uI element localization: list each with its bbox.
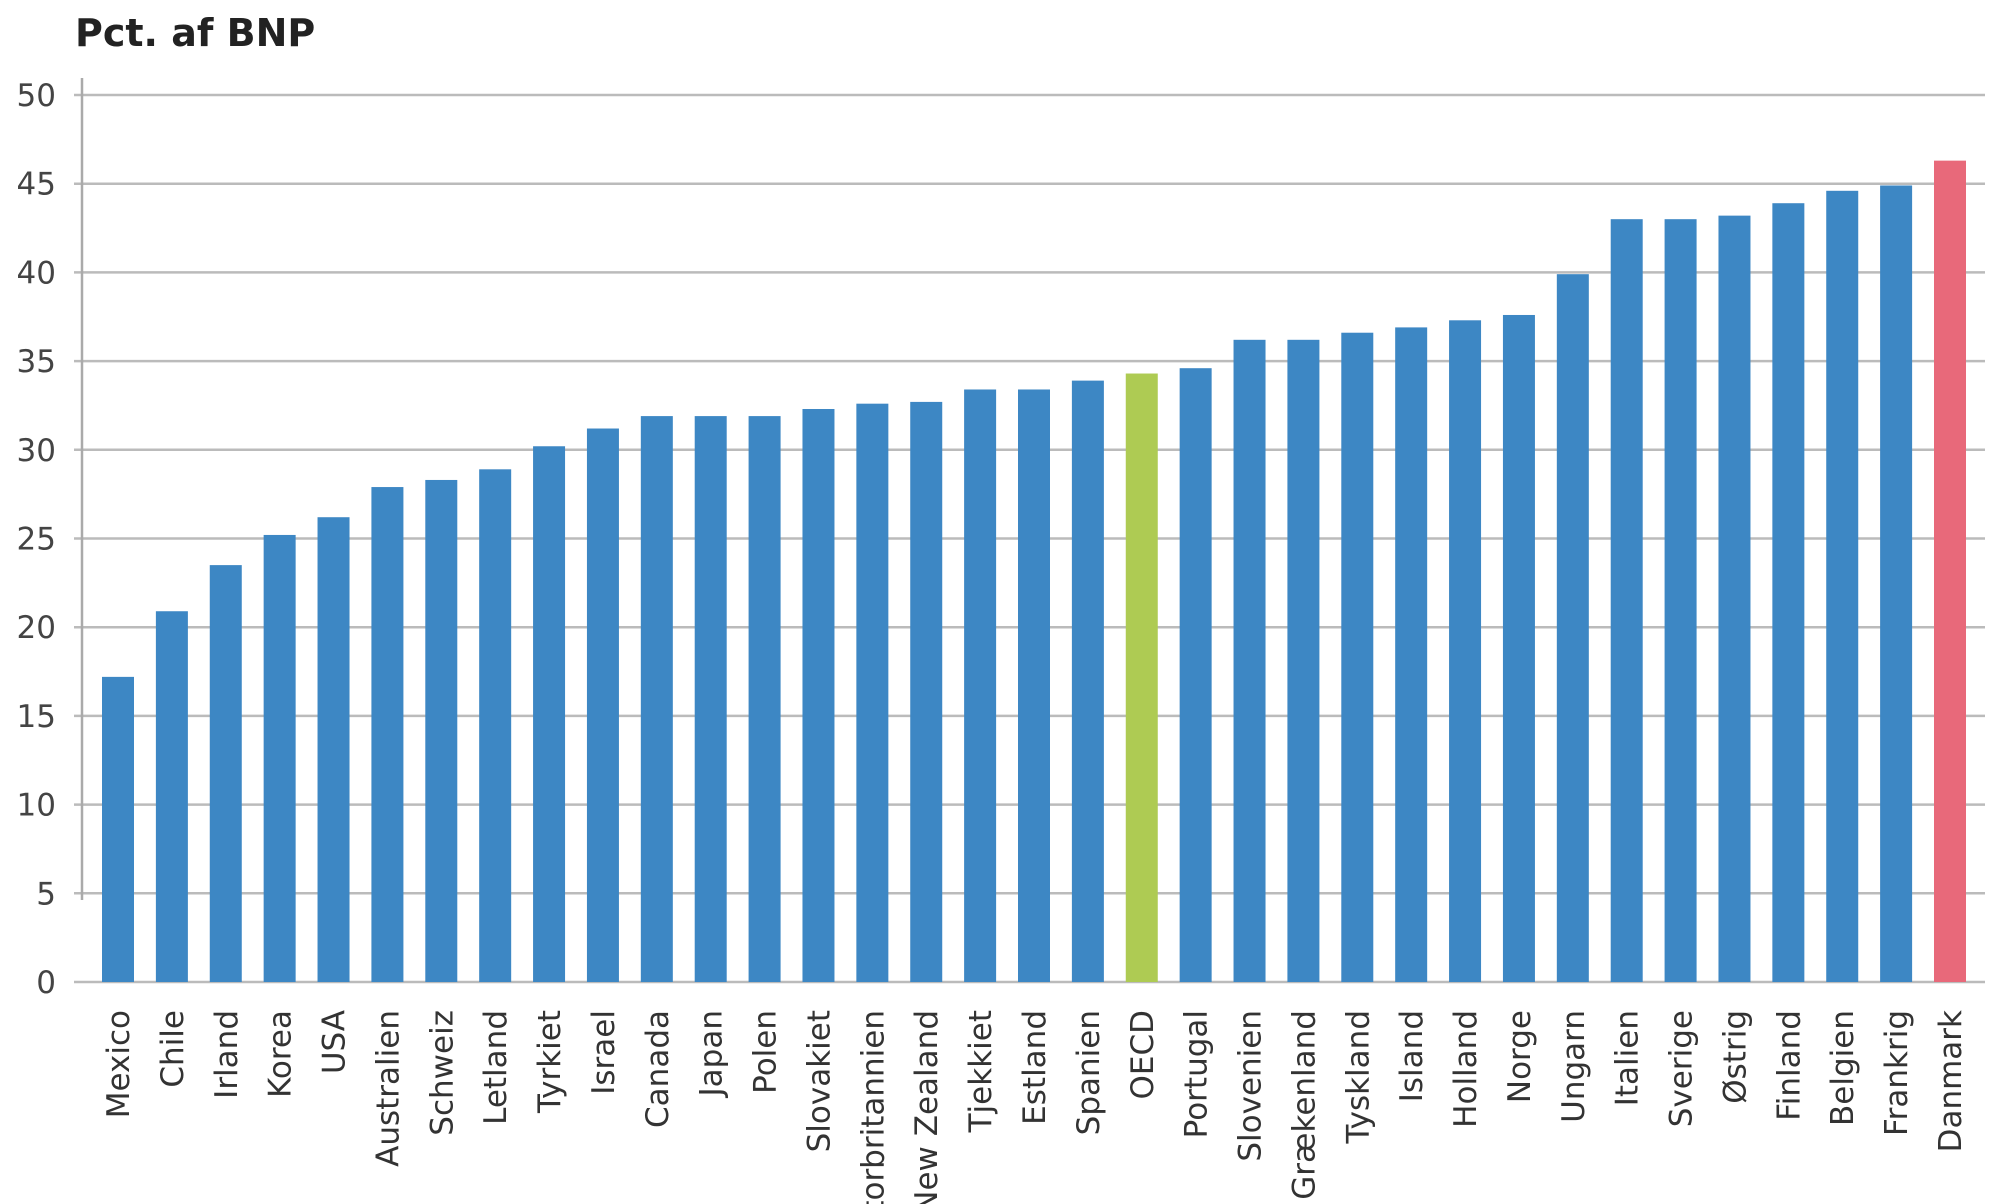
y-tick-label: 5 bbox=[36, 876, 56, 912]
bar-island bbox=[1395, 327, 1428, 982]
y-tick-label: 45 bbox=[17, 167, 56, 203]
bar-holland bbox=[1449, 320, 1482, 983]
bar-belgien bbox=[1826, 190, 1859, 982]
x-tick-label: Storbritannien bbox=[855, 1010, 891, 1204]
x-tick-label: Italien bbox=[1610, 1010, 1646, 1106]
bar-portugal bbox=[1179, 368, 1212, 982]
bar-japan bbox=[694, 416, 727, 982]
x-tick-label: Schweiz bbox=[424, 1010, 460, 1136]
chart-title: Pct. af BNP bbox=[75, 11, 315, 55]
x-tick-label: OECD bbox=[1125, 1010, 1161, 1100]
bar-tjekkiet bbox=[964, 389, 997, 982]
x-tick-label: Holland bbox=[1448, 1010, 1484, 1128]
y-axis-ticks: 0 5 10 15 20 25 30 35 40 45 50 bbox=[17, 78, 56, 1001]
bar-canada bbox=[640, 416, 673, 982]
bar-oecd bbox=[1125, 373, 1158, 982]
bar-chile bbox=[155, 611, 188, 982]
bar-usa bbox=[317, 517, 350, 982]
bar-slovenien bbox=[1233, 339, 1266, 982]
bar-storbritannien bbox=[856, 403, 889, 982]
x-tick-label: Ungarn bbox=[1556, 1010, 1592, 1123]
bar-mexico bbox=[102, 676, 134, 982]
bar-finland bbox=[1772, 203, 1805, 983]
bar-slovakiet bbox=[802, 408, 835, 982]
x-tick-label: Grækenland bbox=[1286, 1010, 1322, 1200]
bar-irland bbox=[209, 565, 242, 982]
x-tick-label: Tjekkiet bbox=[963, 1010, 999, 1133]
bar-new-zealand bbox=[910, 401, 943, 983]
x-tick-label: Spanien bbox=[1071, 1010, 1107, 1135]
x-tick-label: Finland bbox=[1771, 1010, 1807, 1121]
bar-grækenland bbox=[1287, 339, 1320, 982]
x-tick-label: Belgien bbox=[1825, 1010, 1861, 1126]
bar-estland bbox=[1018, 389, 1050, 982]
y-tick-label: 20 bbox=[17, 610, 56, 646]
x-tick-label: Sverige bbox=[1664, 1010, 1700, 1127]
x-tick-label: Island bbox=[1394, 1010, 1430, 1102]
x-tick-label: Slovakiet bbox=[801, 1010, 837, 1152]
bar-østrig bbox=[1718, 215, 1751, 982]
x-axis-labels: Mexico Chile Irland Korea USA Australien Schwe… bbox=[101, 1010, 1969, 1204]
x-tick-label: USA bbox=[317, 1010, 353, 1074]
y-tick-label: 30 bbox=[17, 433, 56, 469]
x-tick-label: Mexico bbox=[101, 1010, 137, 1118]
bar-letland bbox=[479, 469, 512, 983]
bar-danmark bbox=[1934, 160, 1966, 982]
y-tick-label: 40 bbox=[17, 255, 56, 291]
bar-korea bbox=[263, 534, 296, 982]
bar-sverige bbox=[1664, 219, 1697, 982]
x-tick-label: Norge bbox=[1502, 1010, 1538, 1103]
y-tick-label: 35 bbox=[17, 344, 56, 380]
y-tick-label: 15 bbox=[17, 699, 56, 735]
x-tick-label: Østrig bbox=[1717, 1010, 1753, 1104]
bar-ungarn bbox=[1556, 274, 1589, 982]
x-tick-label: Estland bbox=[1017, 1010, 1053, 1125]
bar-australien bbox=[371, 487, 404, 982]
bar-spanien bbox=[1071, 380, 1104, 982]
x-tick-label: Polen bbox=[748, 1010, 784, 1094]
x-tick-label: Slovenien bbox=[1233, 1010, 1269, 1162]
x-tick-label: Tyrkiet bbox=[532, 1010, 568, 1114]
x-tick-label: Irland bbox=[209, 1010, 245, 1099]
y-tick-label: 0 bbox=[36, 965, 56, 1001]
y-tick-label: 10 bbox=[17, 788, 56, 824]
x-tick-label: Canada bbox=[640, 1010, 676, 1128]
x-tick-label: Tyskland bbox=[1340, 1010, 1376, 1145]
bar-tyrkiet bbox=[533, 446, 566, 982]
bar-frankrig bbox=[1880, 185, 1913, 982]
x-tick-label: Israel bbox=[586, 1010, 622, 1095]
x-tick-label: Portugal bbox=[1179, 1010, 1215, 1138]
x-tick-label: Letland bbox=[478, 1010, 514, 1125]
bar-norge bbox=[1502, 314, 1535, 982]
y-tick-label: 25 bbox=[17, 522, 56, 558]
bar-polen bbox=[748, 416, 781, 982]
bar-tyskland bbox=[1341, 332, 1374, 982]
bars bbox=[102, 160, 1966, 983]
bar-italien bbox=[1610, 219, 1643, 982]
y-tick-label: 50 bbox=[17, 78, 56, 114]
x-tick-label: Frankrig bbox=[1879, 1010, 1915, 1136]
x-tick-label: Korea bbox=[263, 1010, 299, 1098]
x-tick-label: Danmark bbox=[1933, 1010, 1969, 1152]
x-tick-label: Australien bbox=[370, 1010, 406, 1167]
bar-israel bbox=[586, 428, 619, 983]
x-tick-label: Chile bbox=[155, 1010, 191, 1088]
bar-schweiz bbox=[425, 479, 458, 982]
x-tick-label: New Zealand bbox=[909, 1010, 945, 1204]
x-tick-label: Japan bbox=[694, 1010, 730, 1098]
